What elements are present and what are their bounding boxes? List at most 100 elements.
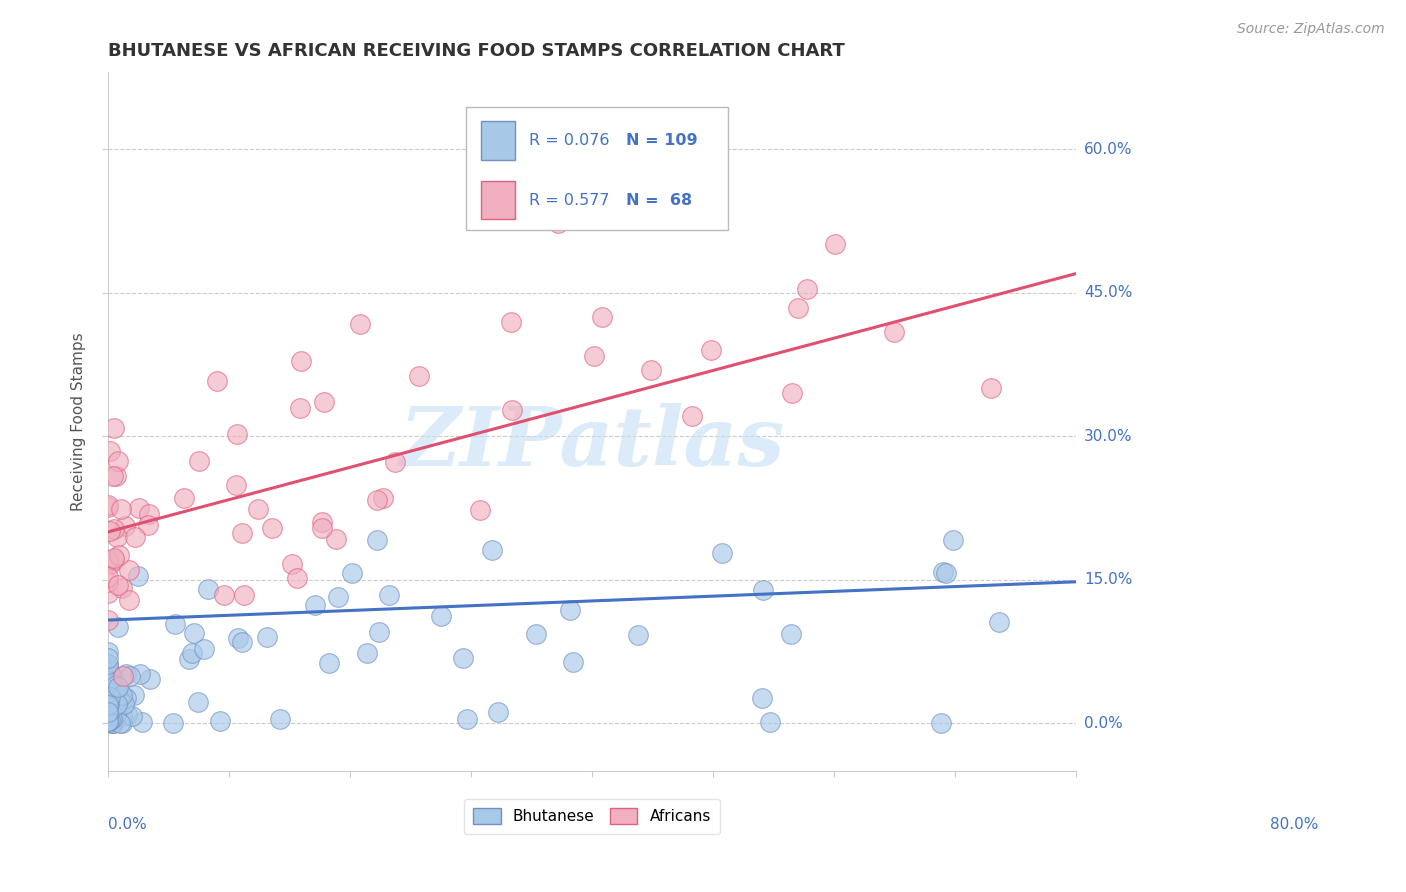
Point [247,501,270,516]
Point [97,664,120,678]
Point [138,517,160,532]
Point [340,566,363,580]
Point [231,526,253,541]
Point [104,694,127,708]
Point [105,530,128,544]
Point [117,563,139,577]
Point [98,690,121,705]
Point [942,533,965,547]
Point [104,671,127,685]
Point [131,714,153,729]
Point [97,575,120,590]
Point [124,531,146,545]
Point [97,710,120,724]
Point [367,624,389,639]
Point [98,698,121,712]
Point [103,552,125,566]
Point [98,698,121,713]
Point [328,591,350,605]
Point [824,237,846,252]
Point [100,688,122,702]
Point [501,403,523,417]
Point [107,620,129,634]
Point [101,468,124,483]
Point [112,697,135,711]
FancyBboxPatch shape [481,181,515,219]
Point [103,696,125,710]
Text: BHUTANESE VS AFRICAN RECEIVING FOOD STAMPS CORRELATION CHART: BHUTANESE VS AFRICAN RECEIVING FOOD STAM… [108,42,845,60]
Point [138,507,160,521]
Point [782,386,804,401]
Point [107,691,129,706]
Text: R = 0.577: R = 0.577 [529,193,610,208]
Point [560,603,582,617]
Point [104,678,127,692]
Point [883,325,905,339]
Point [325,532,347,546]
Point [640,363,662,377]
Point [104,469,127,483]
Point [582,349,605,363]
Y-axis label: Receiving Food Stamps: Receiving Food Stamps [72,333,86,511]
Point [318,656,340,670]
Point [97,657,120,671]
Point [225,477,247,491]
Text: 30.0%: 30.0% [1084,429,1133,443]
Point [101,698,124,713]
Point [384,455,406,469]
Point [700,343,723,358]
Point [108,691,131,706]
Point [97,645,120,659]
Point [98,443,121,458]
Point [100,698,122,713]
Point [97,713,120,727]
Point [929,715,952,730]
Point [97,705,120,719]
Point [97,675,120,690]
Point [97,650,120,665]
Point [373,491,395,505]
Point [193,642,215,657]
Point [128,501,150,516]
Point [408,368,430,383]
Point [108,548,131,562]
Point [311,521,333,535]
Point [366,533,388,548]
Point [118,593,141,607]
Point [349,317,371,331]
Point [98,685,121,699]
Text: ZIPatlas: ZIPatlas [399,403,785,483]
Point [486,705,509,719]
Point [98,707,121,722]
Point [97,570,120,584]
Point [173,491,195,505]
Point [107,681,129,695]
Point [97,498,120,512]
Point [710,546,733,560]
Text: 60.0%: 60.0% [1084,142,1133,156]
FancyBboxPatch shape [481,121,515,160]
Point [260,521,283,535]
Point [97,673,120,688]
Point [97,698,120,712]
Point [591,310,613,324]
Point [100,715,122,730]
Point [105,698,128,712]
Point [162,715,184,730]
Point [97,553,120,567]
Point [226,426,249,441]
Point [115,666,138,681]
Point [129,667,152,681]
Point [111,689,134,703]
Point [101,715,124,730]
Point [207,374,229,388]
Point [183,625,205,640]
Point [97,661,120,675]
Point [97,694,120,708]
Point [988,615,1011,630]
Point [97,708,120,723]
Point [779,626,801,640]
Point [117,707,139,722]
Point [188,454,211,468]
Point [97,665,120,680]
